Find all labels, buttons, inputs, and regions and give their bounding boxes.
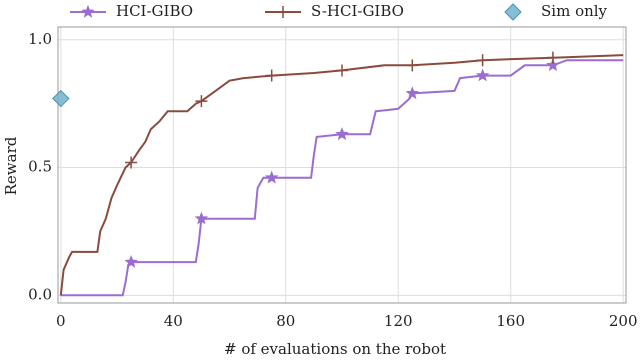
legend-label: S-HCI-GIBO: [311, 2, 404, 20]
y-tick-label: 0.5: [28, 158, 52, 176]
plot-frame: [57, 26, 627, 304]
legend-label: HCI-GIBO: [116, 2, 193, 20]
x-tick-label: 160: [496, 312, 525, 330]
x-tick-label: 80: [276, 312, 295, 330]
y-tick-label: 0.0: [28, 285, 52, 303]
marker: [405, 86, 420, 100]
x-tick-label: 120: [384, 312, 413, 330]
marker: [336, 64, 348, 77]
x-tick-label: 0: [56, 312, 66, 330]
marker: [195, 95, 208, 108]
legend-item: Sim only: [541, 2, 608, 20]
y-axis-label: Reward: [2, 136, 20, 195]
marker: [546, 51, 559, 64]
x-axis-label: # of evaluations on the robot: [224, 340, 446, 358]
series-line: [59, 54, 624, 296]
marker: [476, 54, 489, 67]
x-tick-label: 40: [164, 312, 183, 330]
marker: [475, 68, 490, 82]
legend-label: Sim only: [541, 2, 608, 20]
marker: [277, 6, 289, 18]
y-tick-label: 1.0: [28, 30, 52, 48]
x-tick-label: 200: [609, 312, 638, 330]
marker: [125, 156, 138, 169]
marker: [335, 127, 349, 141]
marker: [265, 69, 278, 82]
marker: [81, 4, 95, 18]
marker: [52, 89, 70, 108]
marker: [124, 254, 138, 268]
marker: [264, 170, 279, 184]
legend-item: HCI-GIBO: [116, 2, 193, 20]
marker: [504, 3, 522, 21]
marker: [546, 58, 560, 72]
series-line: [60, 59, 624, 297]
legend-item: S-HCI-GIBO: [311, 2, 404, 20]
marker: [194, 211, 209, 225]
marker: [406, 59, 419, 72]
